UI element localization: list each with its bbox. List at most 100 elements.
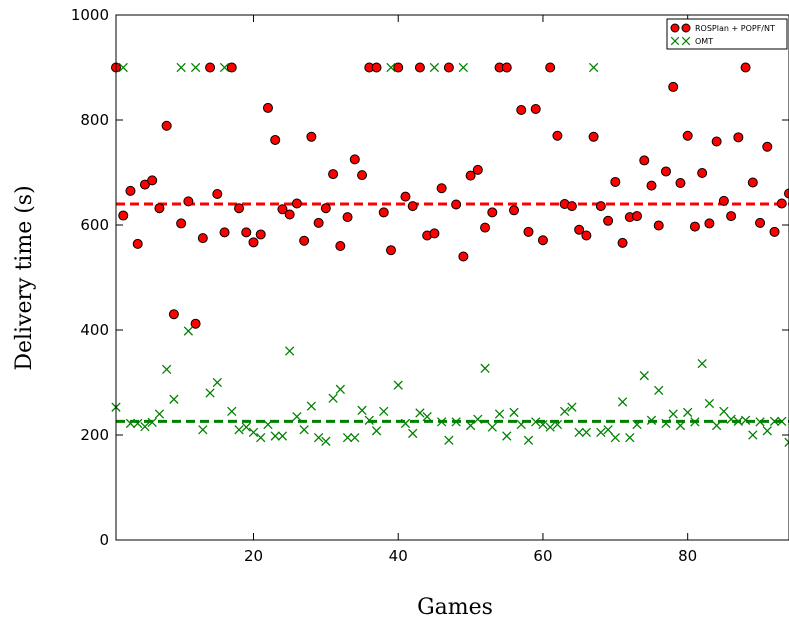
y-tick-label: 600 <box>80 216 109 234</box>
data-point <box>487 207 498 218</box>
data-point <box>400 191 411 202</box>
data-point <box>277 204 288 215</box>
data-point <box>408 428 418 439</box>
data-point <box>502 431 512 441</box>
data-point <box>154 203 165 214</box>
data-point <box>494 409 505 419</box>
data-point <box>755 417 765 427</box>
data-point <box>646 180 657 191</box>
legend-label: OMT <box>695 37 713 46</box>
data-point <box>755 217 766 228</box>
data-point <box>523 226 534 237</box>
data-point <box>668 409 678 419</box>
data-point <box>451 199 462 210</box>
data-point <box>747 177 758 188</box>
data-point <box>653 220 664 231</box>
data-point <box>270 134 281 145</box>
data-point <box>183 196 194 207</box>
data-point <box>545 422 555 432</box>
data-point <box>400 418 411 429</box>
data-point <box>256 432 266 443</box>
data-point <box>675 420 686 431</box>
data-point <box>147 417 157 428</box>
data-point <box>197 233 208 244</box>
data-point <box>320 203 331 214</box>
data-point <box>596 427 606 438</box>
data-point <box>306 401 317 411</box>
data-point <box>205 388 215 398</box>
y-axis-label: Delivery time (s) <box>12 185 37 370</box>
data-point <box>654 385 664 396</box>
data-point <box>241 227 252 238</box>
data-point <box>545 62 556 73</box>
data-point <box>292 411 302 422</box>
data-point <box>574 224 585 235</box>
data-point <box>740 62 751 73</box>
data-point <box>306 131 317 142</box>
data-point <box>219 62 230 73</box>
data-point <box>776 198 787 209</box>
data-point <box>769 416 780 427</box>
data-point <box>313 217 324 228</box>
data-point <box>682 130 693 141</box>
legend-box <box>666 18 788 50</box>
data-point <box>161 364 172 375</box>
data-point <box>603 425 613 435</box>
data-point <box>632 419 642 430</box>
data-point <box>458 62 469 73</box>
y-tick-label: 0 <box>99 531 109 549</box>
data-point <box>284 209 295 220</box>
data-point <box>726 414 736 424</box>
data-point <box>473 414 483 424</box>
data-point <box>501 62 512 73</box>
data-point <box>762 141 773 152</box>
axes <box>115 14 789 541</box>
data-point <box>118 210 129 221</box>
data-point <box>574 427 584 438</box>
data-point <box>139 179 150 190</box>
data-point <box>350 432 360 443</box>
data-point <box>357 405 367 415</box>
data-point <box>632 211 643 222</box>
data-point <box>552 130 563 141</box>
data-point <box>328 169 339 180</box>
data-point <box>726 211 737 222</box>
data-point <box>487 422 497 432</box>
data-point <box>668 81 679 92</box>
data-point <box>385 245 396 256</box>
data-point <box>762 426 772 436</box>
data-point <box>270 431 280 441</box>
data-point <box>675 178 686 188</box>
data-point <box>538 419 548 430</box>
data-point <box>784 188 789 199</box>
data-point <box>335 384 345 394</box>
data-point <box>443 62 454 73</box>
data-point <box>371 426 382 436</box>
data-point <box>610 176 621 187</box>
data-point <box>711 420 722 431</box>
data-point <box>567 402 577 412</box>
data-point <box>697 358 707 369</box>
data-point <box>342 432 353 443</box>
data-point <box>190 318 201 329</box>
data-point <box>769 226 780 237</box>
data-point <box>118 62 128 73</box>
data-point <box>588 131 599 142</box>
data-point <box>436 417 447 427</box>
data-point <box>234 203 245 214</box>
data-point <box>530 103 541 114</box>
data-point <box>639 371 649 381</box>
data-point <box>248 427 259 438</box>
legend-marker <box>681 23 691 33</box>
data-point <box>140 421 150 432</box>
data-point <box>740 415 751 425</box>
data-point <box>291 198 302 209</box>
data-point <box>537 235 548 246</box>
data-point <box>689 221 700 232</box>
data-point <box>472 164 483 175</box>
data-point <box>190 62 201 73</box>
data-point <box>386 62 396 73</box>
data-point <box>610 432 620 443</box>
data-point <box>205 62 216 73</box>
